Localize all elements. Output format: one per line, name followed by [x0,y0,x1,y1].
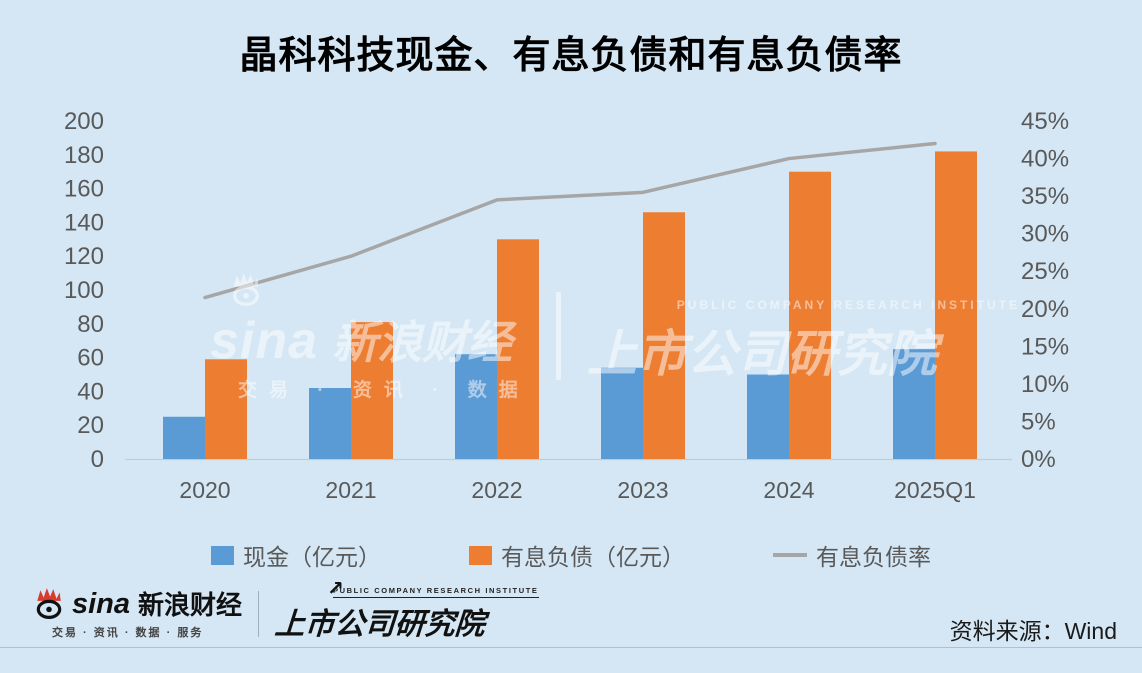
left-axis-tick-label: 120 [64,243,104,270]
x-axis-label: 2020 [179,477,230,503]
bar-cash-2022 [455,354,497,459]
right-axis-tick-label: 30% [1021,221,1069,248]
legend-label-cash: 现金（亿元） [243,544,381,570]
left-axis-tick-label: 40 [77,378,104,405]
left-axis-tick-label: 200 [64,108,104,135]
left-axis-tick-label: 60 [77,345,104,372]
footer-sina-logo: sina 新浪财经 交易 · 资讯 · 数据 · 服务 [34,587,242,640]
x-axis-label: 2023 [617,477,668,503]
right-axis-tick-label: 10% [1021,371,1069,398]
arrow-up-right-icon: ↗ [327,578,344,600]
footer-sina-finance-label: 新浪财经 [138,589,243,620]
footer-institute-en: PUBLIC COMPANY RESEARCH INSTITUTE [333,586,539,598]
left-axis-tick-label: 0 [91,446,104,473]
footer-institute-logo: ↗ PUBLIC COMPANY RESEARCH INSTITUTE 上市公司… [273,578,539,643]
left-axis-tick-label: 140 [64,209,104,236]
ratio-line [203,141,937,300]
x-axis-label: 2024 [763,477,814,503]
legend: 现金（亿元） 有息负债（亿元） 有息负债率 [0,538,1142,572]
right-axis-tick-label: 25% [1021,258,1069,285]
footer-brand: sina 新浪财经 交易 · 资讯 · 数据 · 服务 ↗ PUBLIC COM… [34,578,539,643]
legend-item-cash: 现金（亿元） [211,538,381,572]
left-axis-tick-label: 100 [64,277,104,304]
bar-debt-2022 [497,239,539,459]
debt-swatch [469,545,492,565]
ratio-line-swatch [773,553,807,557]
right-axis-tick-label: 0% [1021,446,1056,473]
sina-eye-icon [36,588,62,619]
left-axis-tick-label: 80 [77,311,104,338]
right-axis-tick-label: 40% [1021,146,1069,173]
legend-item-debt: 有息负债（亿元） [469,538,685,572]
bar-cash-2021 [309,388,351,459]
footer-sina-tagline: 交易 · 资讯 · 数据 · 服务 [52,627,204,639]
left-axis-tick-label: 180 [64,142,104,169]
left-axis-tick-label: 160 [64,176,104,203]
bar-cash-2025Q1 [893,349,935,459]
bar-debt-2024 [789,171,831,459]
x-axis-label: 2022 [471,477,522,503]
bar-cash-2020 [163,416,205,459]
x-axis-label: 2021 [325,477,376,503]
x-axis-label: 2025Q1 [894,477,976,503]
data-source-label: 资料来源：Wind [949,618,1117,644]
bar-debt-2023 [643,212,685,459]
bar-debt-2025Q1 [935,151,977,460]
right-axis-tick-label: 35% [1021,183,1069,210]
right-axis-tick-label: 15% [1021,333,1069,360]
bar-cash-2024 [747,374,789,459]
bar-cash-2023 [601,367,643,459]
footer-logo-divider [258,590,260,637]
right-axis-tick-label: 5% [1021,408,1056,435]
footer-institute-cn: 上市公司研究院 [273,608,486,641]
cash-swatch [211,545,234,565]
footer-sina-wordmark: sina [72,588,131,620]
right-axis-tick-label: 45% [1021,108,1069,135]
chart-title: 晶科科技现金、有息负债和有息负债率 [239,35,903,77]
combo-chart: 0 20 40 60 80 100 120 140 160 180 200 0% 5% 10% 15% 20%… [64,108,1069,503]
footer-divider-line [0,647,1142,648]
left-axis-tick-label: 20 [77,412,104,439]
legend-label-debt: 有息负债（亿元） [501,544,685,570]
right-axis-tick-label: 20% [1021,296,1069,323]
legend-label-ratio: 有息负债率 [816,544,931,570]
bar-debt-2021 [351,322,393,459]
bar-debt-2020 [205,359,247,459]
legend-item-ratio: 有息负债率 [773,538,931,572]
